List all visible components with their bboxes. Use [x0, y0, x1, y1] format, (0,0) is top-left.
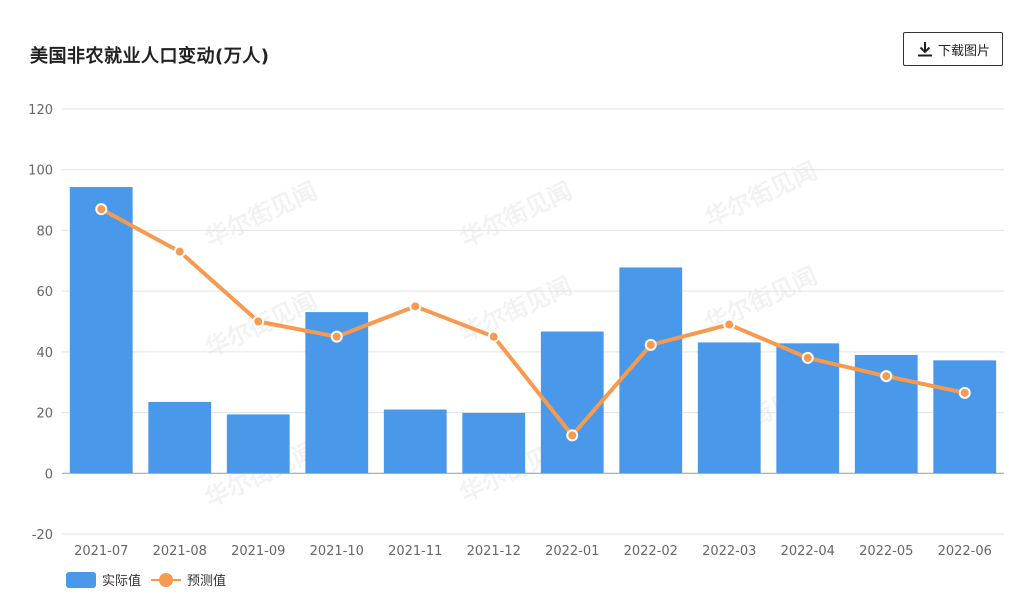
forecast-point: [723, 318, 736, 331]
forecast-point: [958, 386, 971, 399]
x-tick-label: 2021-10: [310, 544, 364, 559]
x-tick-label: 2022-03: [702, 544, 756, 559]
x-tick-label: 2021-07: [74, 544, 128, 559]
forecast-point: [173, 245, 186, 258]
x-tick-label: 2022-06: [938, 544, 992, 559]
y-tick-label: 80: [36, 224, 53, 239]
y-tick-label: 100: [28, 164, 53, 179]
x-tick-label: 2021-12: [467, 544, 521, 559]
forecast-point: [330, 330, 343, 343]
x-tick-label: 2022-05: [859, 544, 913, 559]
x-tick-label: 2021-09: [231, 544, 285, 559]
bar: [148, 401, 212, 474]
y-tick-label: 20: [36, 407, 53, 422]
forecast-point: [95, 203, 108, 216]
forecast-point: [644, 338, 657, 351]
y-tick-label: 120: [28, 103, 53, 118]
bar: [540, 331, 604, 474]
legend-item-forecast[interactable]: 预测值: [151, 570, 226, 589]
download-icon: [916, 40, 934, 58]
forecast-point: [409, 300, 422, 313]
x-tick-label: 2022-02: [624, 544, 678, 559]
legend-label-forecast: 预测值: [187, 574, 227, 589]
bar: [933, 360, 997, 474]
forecast-point: [880, 370, 893, 383]
x-tick-label: 2022-01: [545, 544, 599, 559]
legend-label-actual: 实际值: [102, 574, 142, 589]
bar: [226, 414, 290, 474]
legend-line-swatch: [151, 572, 182, 588]
download-image-button[interactable]: 下载图片: [903, 32, 1003, 66]
chart-title: 美国非农就业人口变动(万人): [30, 46, 270, 67]
forecast-point: [801, 351, 814, 364]
y-tick-label: 60: [36, 285, 53, 300]
legend: 实际值 预测值: [66, 570, 226, 589]
bar: [697, 342, 761, 474]
y-tick-label: 0: [45, 467, 53, 482]
forecast-point: [566, 429, 579, 442]
bar: [69, 187, 133, 474]
x-tick-label: 2022-04: [781, 544, 835, 559]
download-label: 下载图片: [937, 43, 990, 59]
forecast-point: [487, 330, 500, 343]
x-tick-label: 2021-11: [388, 544, 442, 559]
legend-bar-swatch: [66, 571, 96, 588]
bar: [383, 409, 447, 474]
y-tick-label: 40: [36, 346, 53, 361]
legend-item-actual[interactable]: 实际值: [66, 570, 141, 589]
x-tick-label: 2021-08: [153, 544, 207, 559]
y-tick-label: -20: [32, 528, 53, 543]
forecast-point: [252, 315, 265, 328]
bar: [776, 343, 840, 474]
forecast-line: [99, 207, 967, 438]
bar: [462, 412, 526, 474]
